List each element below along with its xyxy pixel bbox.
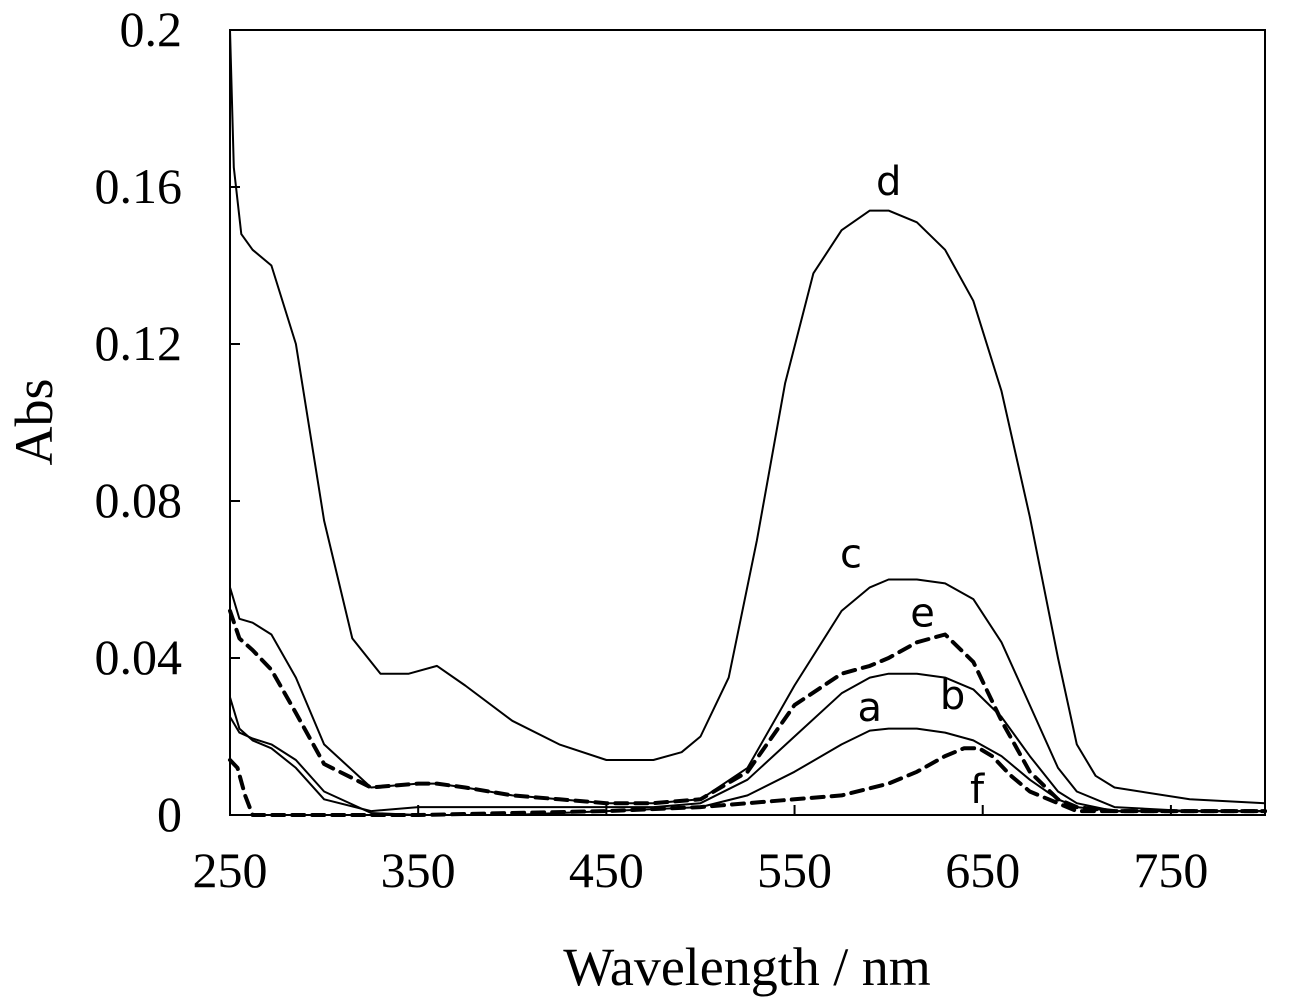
series-line-b	[229, 672, 1266, 813]
y-tick-label: 0.08	[95, 472, 183, 528]
series-line-c	[229, 578, 1266, 813]
series-group	[228, 29, 1267, 817]
series-line-d	[229, 29, 1266, 805]
y-axis-ticks: 0 0.04 0.08 0.12 0.16 0.2	[95, 1, 240, 842]
y-tick-label: 0.16	[95, 158, 183, 214]
y-tick-label: 0	[157, 786, 182, 842]
series-line-e	[228, 608, 1267, 814]
y-axis-title: Abs	[4, 378, 64, 465]
curve-label-b: b	[940, 673, 965, 719]
x-tick-label: 650	[945, 842, 1020, 898]
series-line-f	[228, 746, 1267, 817]
x-tick-label: 250	[193, 842, 268, 898]
curve-labels: a b c d e f	[840, 159, 985, 813]
curve-label-c: c	[840, 532, 862, 578]
plot-frame	[229, 29, 1266, 816]
curve-label-e: e	[910, 591, 935, 637]
y-tick-label: 0.2	[120, 1, 183, 57]
curve-label-a: a	[858, 685, 883, 731]
y-tick-label: 0.12	[95, 315, 183, 371]
x-axis-title: Wavelength / nm	[563, 937, 931, 997]
x-tick-label: 750	[1133, 842, 1208, 898]
curve-label-f: f	[970, 767, 985, 813]
x-tick-label: 450	[569, 842, 644, 898]
x-tick-label: 550	[757, 842, 832, 898]
y-tick-label: 0.04	[95, 629, 183, 685]
series-line-a	[229, 715, 1266, 816]
x-axis-ticks: 250 350 450 550 650 750	[193, 805, 1208, 898]
x-tick-label: 350	[381, 842, 456, 898]
curve-label-d: d	[876, 159, 901, 205]
